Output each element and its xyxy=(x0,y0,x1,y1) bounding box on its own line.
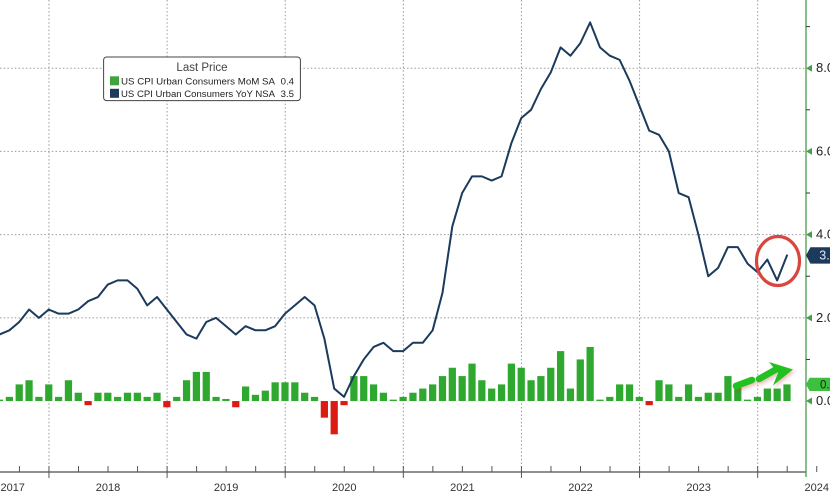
svg-text:2018: 2018 xyxy=(96,482,120,494)
svg-text:US CPI Urban Consumers YoY NSA: US CPI Urban Consumers YoY NSA xyxy=(121,89,276,100)
svg-text:2024: 2024 xyxy=(805,482,829,494)
svg-text:2020: 2020 xyxy=(332,482,356,494)
svg-text:0.4: 0.4 xyxy=(281,77,295,88)
svg-text:2022: 2022 xyxy=(568,482,592,494)
svg-text:2019: 2019 xyxy=(214,482,238,494)
svg-text:3.5: 3.5 xyxy=(281,89,294,100)
svg-text:3.5: 3.5 xyxy=(819,249,830,263)
svg-text:US CPI Urban Consumers MoM SA: US CPI Urban Consumers MoM SA xyxy=(121,77,276,88)
svg-text:4.0: 4.0 xyxy=(816,227,830,242)
svg-text:8.0: 8.0 xyxy=(816,60,830,75)
svg-text:6.0: 6.0 xyxy=(816,143,830,158)
svg-text:2021: 2021 xyxy=(450,482,474,494)
svg-text:2023: 2023 xyxy=(686,482,710,494)
svg-text:Last Price: Last Price xyxy=(176,62,227,74)
svg-text:2017: 2017 xyxy=(0,482,24,494)
svg-text:0.0: 0.0 xyxy=(816,393,830,408)
svg-text:2.0: 2.0 xyxy=(816,310,830,325)
svg-text:0.4: 0.4 xyxy=(820,379,830,391)
